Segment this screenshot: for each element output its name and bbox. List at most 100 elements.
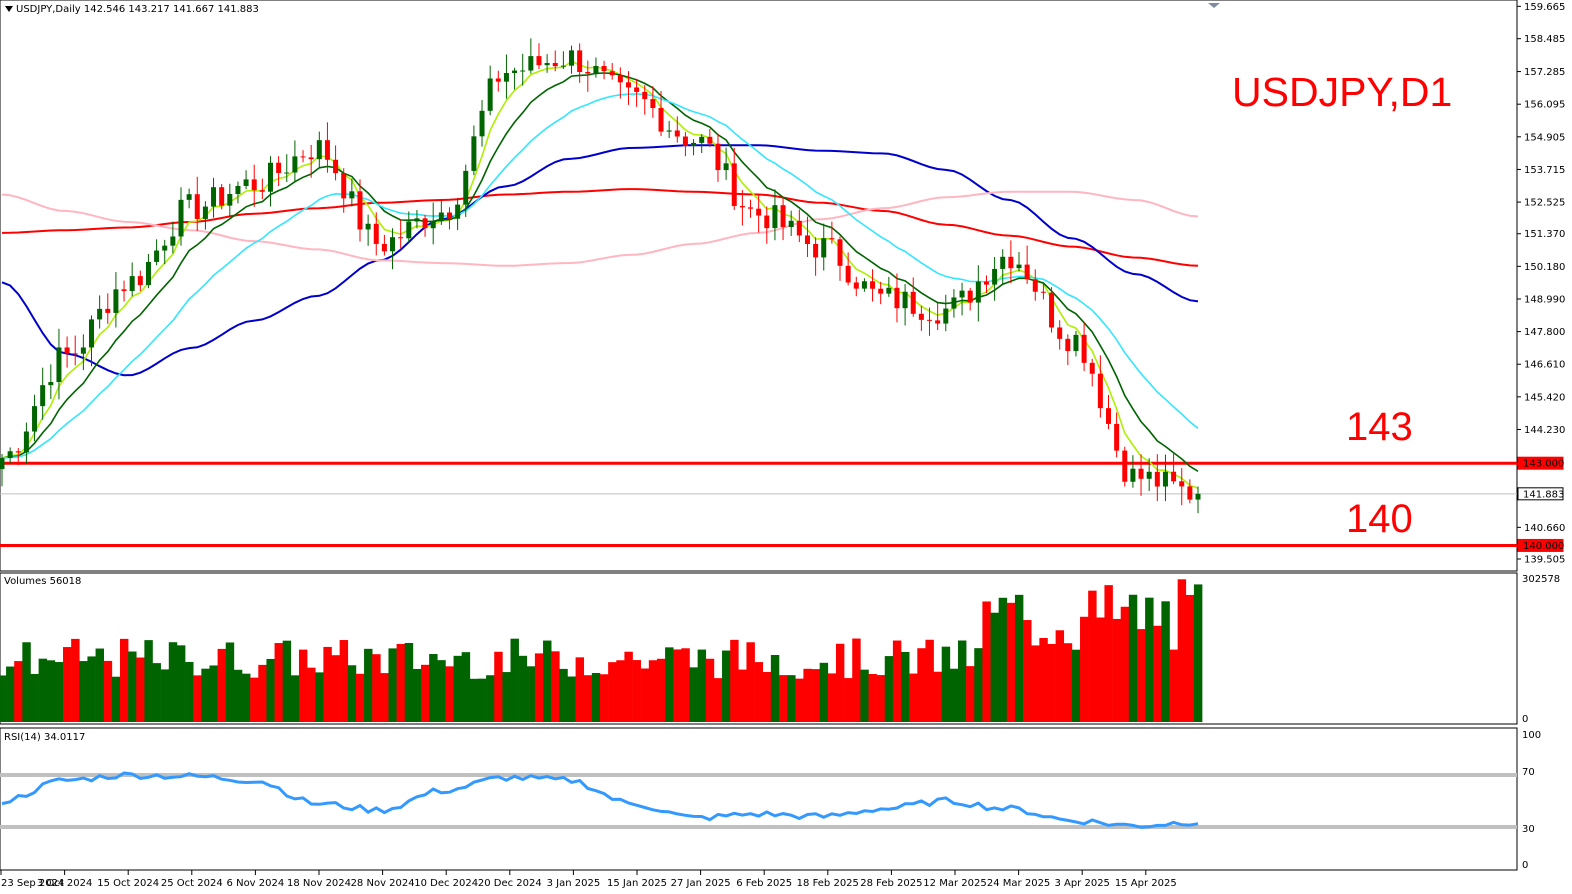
- volume-bar: [746, 642, 755, 722]
- candle-body: [927, 319, 933, 321]
- candle-body: [243, 179, 249, 186]
- volume-bar: [1193, 584, 1203, 722]
- chart-shift-marker-icon[interactable]: [1208, 3, 1220, 8]
- candle-body: [121, 289, 127, 292]
- candle-body: [349, 191, 355, 199]
- volume-bar: [339, 640, 349, 722]
- volume-bar: [738, 669, 747, 722]
- volume-bar: [128, 651, 137, 722]
- volume-bar: [323, 646, 332, 722]
- level-label-140: 140: [1346, 497, 1413, 541]
- volume-bar: [54, 662, 64, 722]
- volume-bar: [258, 664, 267, 722]
- price-tag-box: [1517, 487, 1564, 501]
- date-label: 18 Feb 2025: [797, 878, 859, 889]
- candle-body: [650, 99, 656, 108]
- volume-bar: [46, 660, 56, 722]
- candle-body: [145, 261, 151, 286]
- candle-body: [1081, 334, 1087, 363]
- volume-bar: [917, 648, 926, 722]
- candle-body: [699, 136, 705, 143]
- volume-bar: [274, 643, 283, 722]
- candle-body: [72, 353, 78, 355]
- volume-bar: [412, 668, 422, 722]
- volume-bar: [372, 654, 381, 722]
- volume-bar: [1112, 618, 1122, 722]
- candle-body: [178, 199, 184, 237]
- candle-body: [959, 290, 965, 298]
- volume-bar: [713, 678, 723, 722]
- volume-bar: [63, 647, 72, 722]
- price-tick-label: 150.180: [1524, 262, 1565, 273]
- volume-bar: [705, 658, 715, 722]
- candle-body: [577, 50, 583, 72]
- candle-body: [870, 281, 876, 289]
- volume-bar: [453, 655, 462, 722]
- volume-bar: [71, 638, 80, 722]
- price-tick-label: 156.095: [1524, 100, 1565, 111]
- volume-bar: [315, 672, 324, 722]
- candle-body: [479, 110, 485, 137]
- symbol-dropdown-icon[interactable]: [5, 6, 13, 12]
- candle-body: [1000, 256, 1006, 269]
- candle-body: [731, 163, 737, 206]
- volume-bar: [136, 657, 145, 722]
- candle-body: [259, 190, 265, 192]
- volume-bar: [811, 669, 820, 722]
- volume-bar: [486, 675, 495, 722]
- candle-body: [1162, 471, 1168, 487]
- candle-body: [235, 185, 241, 195]
- candle-body: [471, 136, 477, 171]
- candle-body: [390, 237, 396, 252]
- price-axis: 159.665 158.485 157.285 156.095 154.905 153.7…: [1517, 2, 1565, 566]
- volume-bar: [1031, 645, 1040, 722]
- candle-body: [853, 282, 859, 289]
- rsi-label: RSI(14) 34.0117: [4, 732, 85, 743]
- candle-body: [983, 281, 989, 285]
- volume-bar: [396, 643, 406, 722]
- volume-bar: [868, 673, 877, 722]
- volume-bar: [388, 648, 397, 722]
- date-label: 10 Dec 2024: [414, 878, 478, 889]
- volume-bar: [6, 666, 15, 722]
- candle-body: [1187, 486, 1193, 500]
- candle-body: [585, 71, 591, 74]
- volume-bar: [22, 642, 31, 722]
- candle-body: [219, 187, 225, 206]
- level-label-143: 143: [1346, 405, 1413, 449]
- volume-bar: [404, 642, 414, 722]
- candle-body: [674, 130, 680, 137]
- volume-bar: [689, 667, 698, 722]
- volume-bar: [998, 597, 1008, 722]
- volume-bar: [852, 638, 861, 722]
- volume-bar: [1096, 617, 1105, 722]
- volume-bar: [1006, 602, 1016, 722]
- volume-bar: [518, 655, 528, 722]
- price-tag-label: 140.000: [1523, 541, 1564, 552]
- volume-bar: [844, 678, 853, 722]
- candle-body: [267, 162, 273, 192]
- candle-body: [292, 156, 298, 173]
- candle-body: [1122, 450, 1128, 482]
- volume-bar: [298, 649, 308, 722]
- volume-bar: [14, 661, 23, 722]
- candle-body: [97, 308, 103, 320]
- price-tick-label: 145.420: [1524, 392, 1565, 403]
- candle-body: [1146, 471, 1152, 479]
- price-tag-label: 143.000: [1523, 459, 1564, 470]
- volume-bar: [909, 673, 918, 722]
- candle-body: [186, 194, 192, 200]
- candle-body: [15, 451, 21, 453]
- candle-body: [625, 82, 631, 88]
- candle-body: [154, 250, 160, 262]
- volume-bar: [925, 639, 934, 722]
- candle-body: [1024, 264, 1030, 280]
- volume-bar: [640, 668, 650, 722]
- volume-bar: [803, 668, 812, 722]
- candle-body: [715, 143, 721, 171]
- volume-bar: [901, 651, 910, 722]
- volume-bar: [1023, 620, 1032, 722]
- volume-bar: [632, 660, 641, 722]
- volume-bar: [835, 643, 845, 722]
